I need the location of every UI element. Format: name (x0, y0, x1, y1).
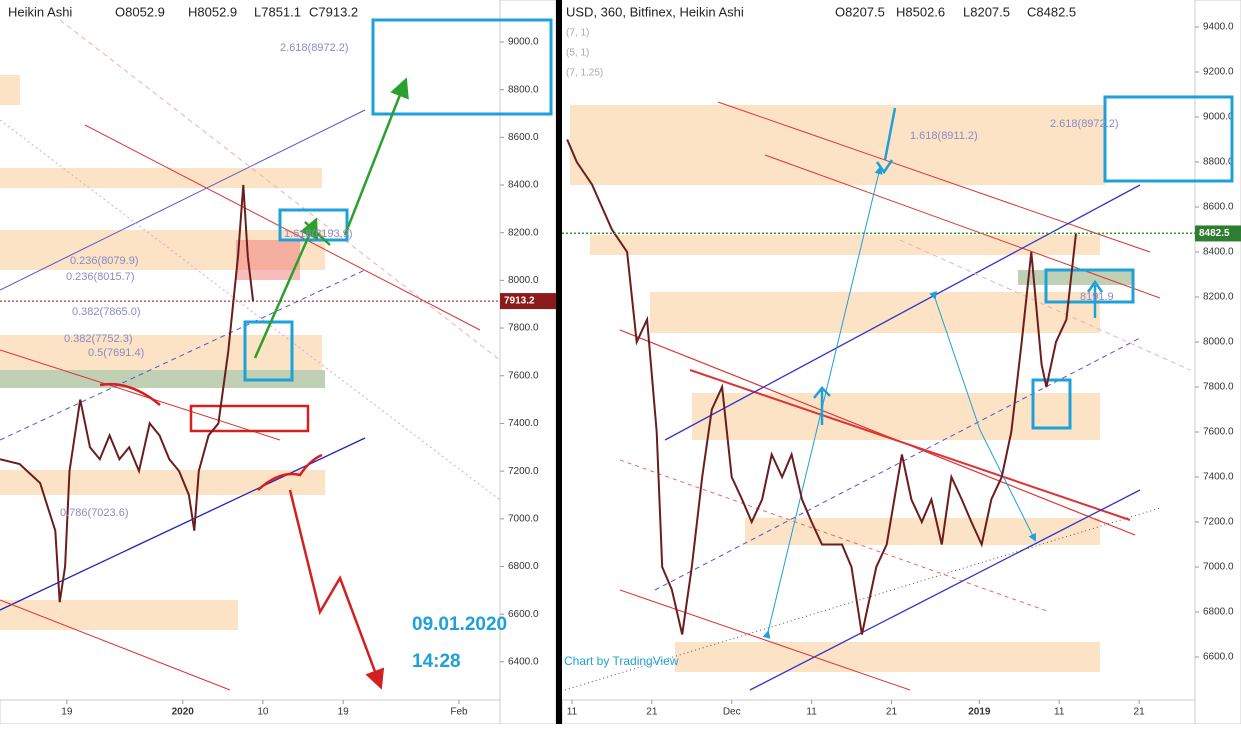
y-tick-label: 8000.0 (508, 275, 539, 286)
ohlc-value: C8482.5 (1027, 4, 1076, 19)
x-tick-label: 11 (806, 707, 817, 718)
last-price-tag (1195, 225, 1241, 242)
fib-label: 0.786(7023.6) (60, 507, 129, 519)
divider (556, 0, 562, 724)
x-tick-label: 11 (567, 707, 578, 718)
price-line (566, 139, 1077, 635)
indicator: (5, 1) (566, 48, 589, 59)
y-tick-label: 8400.0 (508, 180, 539, 191)
fib-label: 0.5(7691.4) (88, 347, 144, 359)
x-tick-label: 2019 (968, 707, 991, 718)
last-price-tag (500, 293, 556, 310)
ohlc-value: C7913.2 (309, 4, 358, 19)
y-tick-label: 7200.0 (1203, 517, 1234, 528)
chart-title: Heikin Ashi (8, 4, 72, 19)
note: 14:28 (412, 651, 461, 672)
note: 09.01.2020 (412, 614, 507, 635)
fib-label: 1.618(8911.2) (910, 130, 978, 142)
x-tick-label: 21 (646, 707, 658, 718)
note: Chart by TradingView (564, 654, 679, 668)
y-tick-label: 8800.0 (508, 84, 539, 95)
y-tick-label: 9200.0 (1203, 67, 1234, 78)
fib-label: 0.236(8079.9) (70, 255, 139, 267)
y-tick-label: 6400.0 (508, 656, 539, 667)
ohlc-value: O8052.9 (115, 4, 165, 19)
last-price-label: 8482.5 (1199, 228, 1230, 239)
x-tick-label: Feb (450, 707, 468, 718)
y-tick-label: 7800.0 (508, 323, 539, 334)
fib-label: 0.382(7752.3) (64, 333, 133, 345)
x-axis (0, 699, 501, 725)
last-price-label: 7913.2 (504, 296, 535, 307)
fib-label: 0.382(7865.0) (72, 306, 141, 318)
y-tick-label: 6800.0 (508, 561, 539, 572)
indicator: (7, 1) (566, 28, 589, 39)
chart-title: USD, 360, Bitfinex, Heikin Ashi (566, 4, 744, 19)
fib-label: 0.236(8015.7) (66, 271, 135, 283)
y-tick-label: 6600.0 (508, 609, 539, 620)
y-tick-label: 6600.0 (1203, 652, 1234, 663)
fib-label: 2.618(8972.2) (280, 42, 349, 54)
fib-label: 8191.9 (1080, 291, 1114, 303)
x-tick-label: 11 (1054, 707, 1065, 718)
y-tick-label: 9000.0 (508, 37, 539, 48)
x-tick-label: 21 (1134, 707, 1146, 718)
y-tick-label: 8600.0 (508, 132, 539, 143)
y-tick-label: 7000.0 (1203, 562, 1234, 573)
ohlc-value: L8207.5 (963, 4, 1010, 19)
left-drawings (0, 18, 553, 691)
y-tick-label: 9000.0 (1203, 112, 1234, 123)
y-tick-label: 8800.0 (1203, 157, 1234, 168)
x-tick-label: 10 (257, 707, 269, 718)
chart: 6400.0 6600.0 6800.0 7000.0 7200.0 7400.0 7600… (0, 0, 557, 725)
y-tick-label: 7800.0 (1203, 382, 1234, 393)
ohlc-value: O8207.5 (835, 4, 885, 19)
y-tick-label: 7000.0 (508, 513, 539, 524)
right-drawings (562, 95, 1234, 691)
y-tick-label: 7600.0 (508, 370, 539, 381)
x-tick-label: 2020 (172, 707, 195, 718)
ohlc-value: H8052.9 (188, 4, 237, 19)
y-tick-label: 7200.0 (508, 466, 539, 477)
x-tick-label: 21 (886, 707, 898, 718)
y-tick-label: 8000.0 (1203, 337, 1234, 348)
y-tick-label: 8200.0 (508, 227, 539, 238)
y-tick-label: 7400.0 (1203, 472, 1234, 483)
y-tick-label: 8200.0 (1203, 292, 1234, 303)
y-tick-label: 8400.0 (1203, 247, 1234, 258)
fib-label: 2.618(8972.2) (1050, 118, 1119, 130)
indicator: (7, 1.25) (566, 68, 603, 79)
y-axis (499, 0, 557, 725)
x-axis (561, 699, 1196, 725)
ohlc-value: H8502.6 (896, 4, 945, 19)
ohlc-value: L7851.1 (254, 4, 301, 19)
x-tick-label: 19 (61, 707, 73, 718)
y-tick-label: 6800.0 (1203, 607, 1234, 618)
fib-label: 1.618(8193.9) (284, 228, 353, 240)
y-tick-label: 8600.0 (1203, 202, 1234, 213)
y-tick-label: 9400.0 (1203, 22, 1234, 33)
y-tick-label: 7600.0 (1203, 427, 1234, 438)
price-line (0, 184, 255, 603)
x-tick-label: 19 (338, 707, 350, 718)
y-tick-label: 7400.0 (508, 418, 539, 429)
x-tick-label: Dec (723, 707, 741, 718)
